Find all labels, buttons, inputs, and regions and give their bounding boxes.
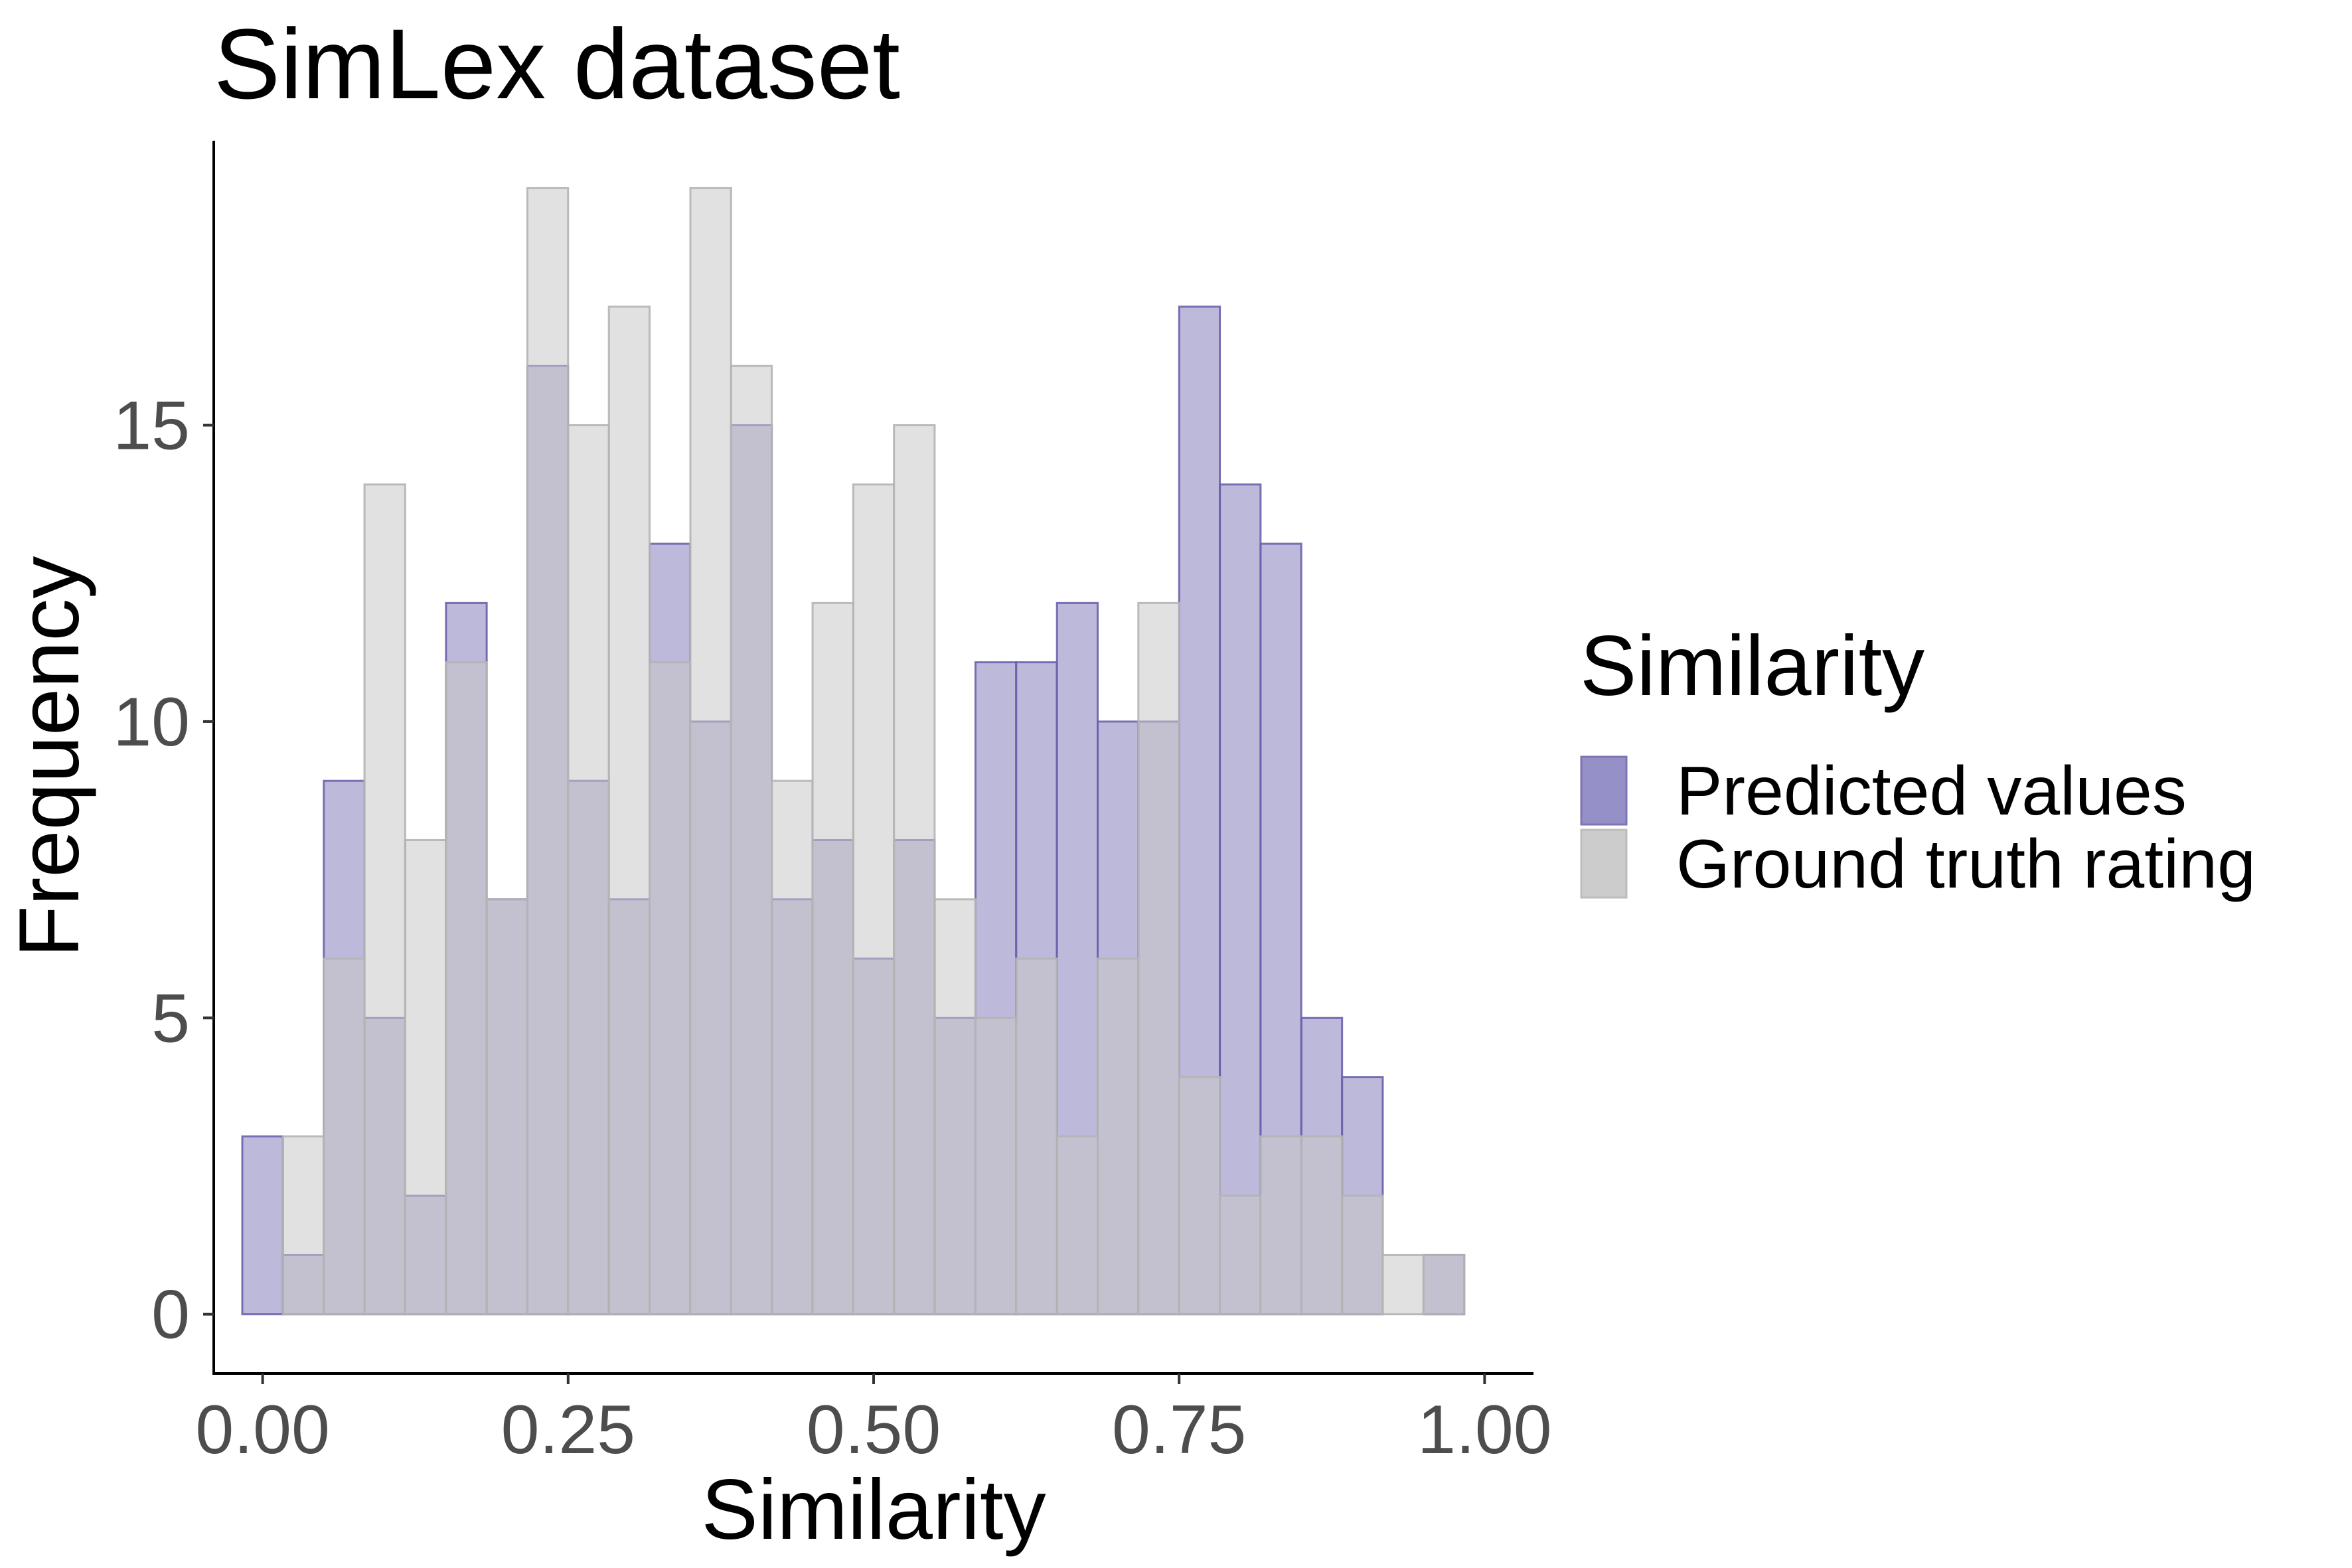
bar-ground-truth-rating-20	[1056, 1135, 1099, 1316]
y-tick-label-3: 15	[113, 388, 190, 465]
bar-ground-truth-rating-15	[852, 483, 896, 1316]
legend-label-predicted: Predicted values	[1676, 753, 2187, 830]
bar-predicted-values-24	[1219, 483, 1262, 1316]
legend-title: Similarity	[1580, 619, 1924, 714]
x-ticks: 0.00 0.25 0.50 0.75 1.00	[195, 1373, 1552, 1468]
bar-ground-truth-rating-3	[363, 483, 406, 1316]
bar-ground-truth-rating-29	[1422, 1253, 1466, 1316]
x-tick-label-3: 0.75	[1112, 1391, 1246, 1468]
legend-key-predicted	[1580, 755, 1628, 826]
bar-ground-truth-rating-23	[1178, 1076, 1221, 1316]
bar-ground-truth-rating-2	[323, 957, 366, 1316]
bar-ground-truth-rating-25	[1259, 1135, 1302, 1316]
bar-ground-truth-rating-28	[1381, 1253, 1425, 1316]
x-tick-label-1: 0.25	[501, 1391, 635, 1468]
bar-ground-truth-rating-10	[649, 661, 692, 1316]
bars-layer	[241, 187, 1466, 1316]
legend: Similarity Predicted values Ground truth…	[1580, 619, 2256, 903]
bar-ground-truth-rating-16	[893, 424, 936, 1316]
bar-ground-truth-rating-13	[771, 779, 814, 1316]
bar-ground-truth-rating-12	[730, 364, 773, 1316]
bar-ground-truth-rating-21	[1096, 957, 1140, 1316]
y-tick-label-1: 5	[151, 980, 190, 1057]
x-tick-label-2: 0.50	[807, 1391, 941, 1468]
bar-ground-truth-rating-27	[1341, 1194, 1384, 1316]
bar-ground-truth-rating-11	[689, 187, 732, 1316]
chart-title: SimLex dataset	[214, 8, 900, 119]
y-tick-label-0: 0	[151, 1277, 190, 1354]
x-axis-title: Similarity	[701, 1462, 1046, 1557]
y-ticks: 0 5 10 15	[113, 388, 214, 1354]
bar-ground-truth-rating-1	[281, 1135, 325, 1316]
bar-ground-truth-rating-7	[526, 187, 570, 1316]
x-tick-label-0: 0.00	[195, 1391, 329, 1468]
bar-ground-truth-rating-17	[933, 898, 977, 1316]
bar-ground-truth-rating-14	[811, 601, 854, 1316]
x-tick-label-4: 1.00	[1417, 1391, 1551, 1468]
bar-ground-truth-rating-19	[1015, 957, 1058, 1316]
bar-ground-truth-rating-9	[607, 305, 651, 1316]
bar-predicted-values-0	[241, 1135, 284, 1316]
y-tick-label-2: 10	[113, 684, 190, 761]
bar-ground-truth-rating-24	[1219, 1194, 1262, 1316]
bar-ground-truth-rating-18	[974, 1016, 1018, 1316]
bar-ground-truth-rating-5	[445, 661, 488, 1316]
bar-ground-truth-rating-26	[1300, 1135, 1344, 1316]
bar-ground-truth-rating-4	[404, 838, 447, 1316]
bar-ground-truth-rating-8	[567, 424, 610, 1316]
legend-label-ground-truth: Ground truth rating	[1676, 826, 2256, 903]
bar-ground-truth-rating-6	[485, 898, 528, 1316]
bar-ground-truth-rating-22	[1137, 601, 1180, 1316]
legend-key-ground-truth	[1580, 828, 1628, 899]
y-axis-title: Frequency	[2, 556, 97, 958]
